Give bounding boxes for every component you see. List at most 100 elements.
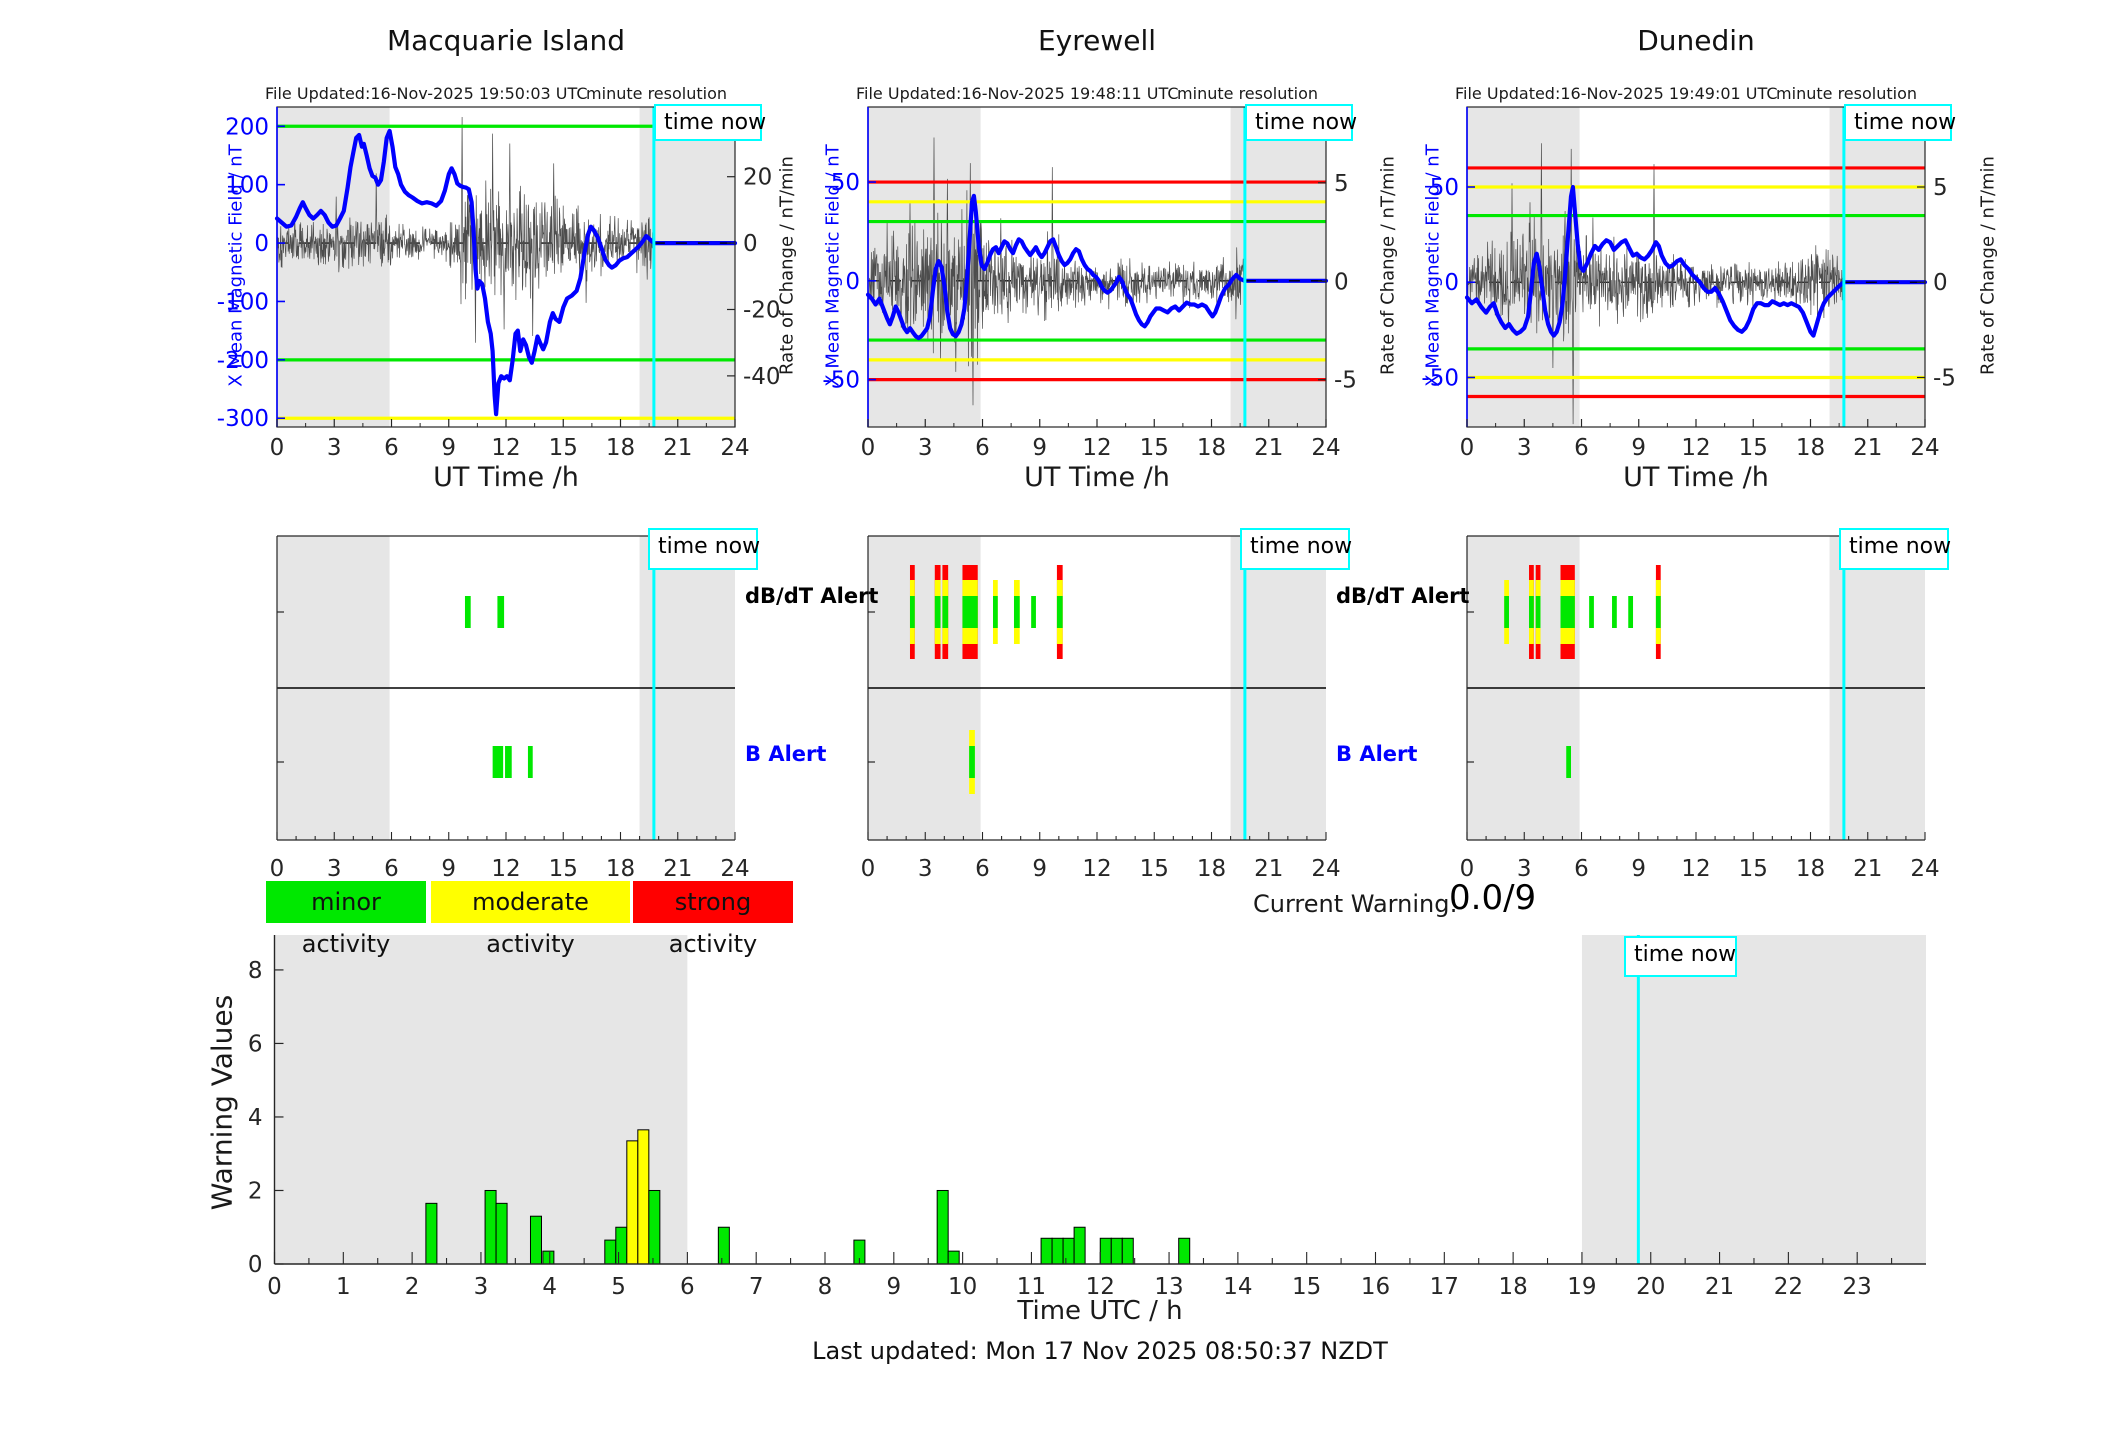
time-now-flag: time now (1245, 104, 1357, 141)
x-axis-label: UT Time /h (1024, 462, 1170, 493)
warning-bar (484, 1189, 497, 1265)
time-now-flag: time now (1240, 528, 1352, 570)
svg-text:18: 18 (606, 435, 635, 461)
svg-text:15: 15 (549, 435, 578, 461)
svg-text:8: 8 (818, 1274, 833, 1300)
warning-bar (1051, 1237, 1064, 1265)
x-axis-label: UT Time /h (433, 462, 579, 493)
alert-panel-0: 0 3 6 9 12 15 18 21 24 (270, 535, 750, 882)
svg-text:12: 12 (491, 435, 520, 461)
svg-text:50: 50 (1430, 175, 1459, 201)
warning-bar (1062, 1237, 1075, 1265)
svg-text:1: 1 (336, 1274, 351, 1300)
left-axis-label: X Mean Magnetic Field / nT (225, 144, 247, 387)
alert-bar-minor (1655, 596, 1661, 628)
station-title-dunedin: Dunedin (1637, 24, 1755, 57)
svg-text:21: 21 (1853, 435, 1882, 461)
minute-resolution-label: minute resolution (586, 84, 727, 103)
svg-text:4: 4 (542, 1274, 557, 1300)
svg-text:6: 6 (384, 435, 399, 461)
svg-text:3: 3 (474, 1274, 489, 1300)
warning-bar (626, 1140, 639, 1265)
svg-text:5: 5 (611, 1274, 626, 1300)
svg-text:6: 6 (1574, 435, 1589, 461)
svg-text:19: 19 (1567, 1274, 1596, 1300)
current-warning-label: Current Warning: (1253, 890, 1458, 918)
svg-text:9: 9 (441, 856, 456, 882)
time-now-flag: time now (1844, 104, 1956, 141)
svg-text:24: 24 (1910, 435, 1939, 461)
warning-values-chart: 0 1 2 3 4 5 6 7 8 9 10 11 12 13 14 15 16 17 18 19 20 21 22 2302… (248, 935, 1926, 1300)
svg-text:0: 0 (1933, 270, 1948, 296)
svg-text:0: 0 (845, 269, 860, 295)
x-axis-label: UT Time /h (1623, 462, 1769, 493)
alert-bar-minor (1529, 596, 1534, 628)
warning-bar (529, 1215, 542, 1265)
top-chart-0: 0 3 6 9 12 15 18 21 242001000-100-200-300200-20-… (217, 106, 781, 461)
svg-text:6: 6 (1574, 856, 1589, 882)
svg-text:0: 0 (743, 231, 758, 257)
alert-panel-1: 0 3 6 9 12 15 18 21 24 (861, 535, 1341, 882)
svg-text:18: 18 (1796, 435, 1825, 461)
time-now-flag: time now (1839, 528, 1951, 570)
warning-bar (1178, 1237, 1191, 1265)
svg-text:0: 0 (1444, 270, 1459, 296)
svg-text:9: 9 (1631, 856, 1646, 882)
svg-text:12: 12 (1086, 1274, 1115, 1300)
svg-text:3: 3 (327, 856, 342, 882)
svg-text:21: 21 (1254, 435, 1283, 461)
svg-text:-40: -40 (743, 364, 781, 390)
mean-field-curve (274, 128, 738, 417)
svg-text:24: 24 (720, 435, 749, 461)
svg-text:20: 20 (1636, 1274, 1665, 1300)
svg-text:16: 16 (1361, 1274, 1390, 1300)
warning-bar (717, 1226, 730, 1265)
svg-text:-300: -300 (217, 406, 269, 432)
alert-bar-minor (1504, 596, 1509, 628)
current-warning-value: 0.0/9 (1449, 878, 1537, 918)
rate-of-change-trace (867, 137, 1246, 406)
warning-bar (936, 1189, 949, 1265)
svg-text:21: 21 (663, 435, 692, 461)
warning-bar (425, 1202, 438, 1265)
svg-text:9: 9 (1032, 435, 1047, 461)
svg-text:0: 0 (248, 1252, 263, 1278)
svg-text:10: 10 (948, 1274, 977, 1300)
legend-minor-activity: minor activity (266, 881, 426, 958)
svg-text:24: 24 (1311, 856, 1340, 882)
warning-bar (542, 1250, 555, 1265)
svg-text:-5: -5 (1334, 368, 1357, 394)
svg-text:4: 4 (248, 1105, 263, 1131)
svg-text:-100: -100 (217, 289, 269, 315)
svg-text:0: 0 (1334, 269, 1349, 295)
svg-text:18: 18 (1498, 1274, 1527, 1300)
svg-text:9: 9 (441, 435, 456, 461)
svg-text:0: 0 (1460, 856, 1475, 882)
dbdt-alert-label: dB/dT Alert (745, 584, 879, 608)
svg-text:18: 18 (1197, 435, 1226, 461)
station-title-eyrewell: Eyrewell (1037, 24, 1157, 57)
svg-text:6: 6 (975, 435, 990, 461)
svg-text:9: 9 (886, 1274, 901, 1300)
svg-text:20: 20 (743, 165, 772, 191)
svg-text:3: 3 (918, 435, 933, 461)
svg-text:21: 21 (663, 856, 692, 882)
warning-bar (615, 1226, 628, 1265)
time-utc-axis-label: Time UTC / h (1017, 1296, 1183, 1326)
svg-text:12: 12 (1681, 435, 1710, 461)
svg-text:18: 18 (606, 856, 635, 882)
rate-of-change-trace (1466, 143, 1845, 425)
file-updated-text: File Updated:16-Nov-2025 19:48:11 UTC (856, 84, 1179, 103)
warning-bar (1073, 1226, 1086, 1265)
svg-text:15: 15 (549, 856, 578, 882)
warning-bar (495, 1202, 508, 1265)
svg-text:0: 0 (267, 1274, 282, 1300)
svg-text:-5: -5 (1933, 365, 1956, 391)
alert-bar-minor (909, 596, 915, 628)
alert-panel-2: 0 3 6 9 12 15 18 21 24 (1460, 535, 1940, 882)
svg-text:12: 12 (1082, 856, 1111, 882)
left-axis-label: X Mean Magnetic Field / nT (822, 144, 844, 387)
svg-text:23: 23 (1843, 1274, 1872, 1300)
